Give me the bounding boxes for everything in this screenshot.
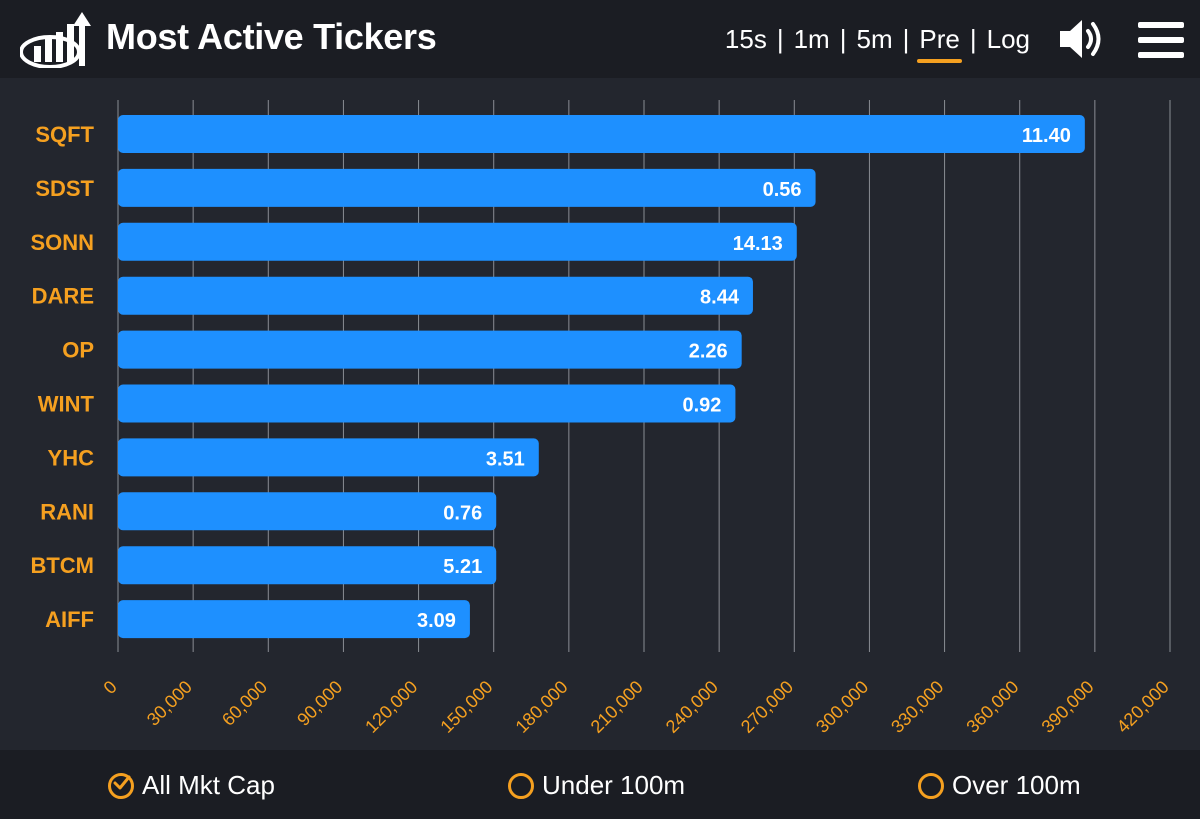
header-bar: Most Active Tickers 15s | 1m | 5m | Pre … bbox=[0, 0, 1200, 78]
bar-data-label: 0.92 bbox=[682, 395, 721, 417]
x-tick-label: 360,000 bbox=[962, 677, 1022, 737]
range-separator: | bbox=[776, 24, 784, 54]
bar-data-label: 3.09 bbox=[417, 610, 456, 632]
filter-label: Over 100m bbox=[952, 770, 1081, 800]
range-separator: | bbox=[969, 24, 977, 54]
x-tick-label: 180,000 bbox=[512, 677, 572, 737]
bar-data-label: 0.76 bbox=[443, 502, 482, 524]
radio-circle-icon bbox=[508, 772, 534, 799]
range-pre[interactable]: Pre bbox=[917, 24, 963, 63]
range-5m[interactable]: 5m bbox=[856, 24, 893, 54]
page-title: Most Active Tickers bbox=[106, 16, 437, 57]
bar bbox=[118, 168, 816, 207]
bar bbox=[118, 115, 1085, 153]
bar bbox=[118, 546, 497, 585]
range-separator: | bbox=[839, 24, 847, 54]
hamburger-menu-icon[interactable] bbox=[1138, 20, 1184, 60]
x-tick-label: 30,000 bbox=[143, 677, 196, 730]
bar-data-label: 0.56 bbox=[763, 179, 802, 201]
filter-all-mkt-cap[interactable]: All Mkt Cap bbox=[108, 770, 275, 801]
range-1m[interactable]: 1m bbox=[793, 24, 830, 54]
filter-over-100m[interactable]: Over 100m bbox=[918, 770, 1081, 801]
bar bbox=[118, 600, 470, 639]
x-tick-label: 300,000 bbox=[812, 677, 872, 737]
category-label: AIFF bbox=[45, 607, 94, 632]
bar bbox=[118, 276, 753, 315]
filter-under-100m[interactable]: Under 100m bbox=[508, 770, 685, 801]
category-label: SDST bbox=[35, 176, 94, 201]
time-range-selector: 15s | 1m | 5m | Pre | Log bbox=[723, 24, 1032, 63]
bar-data-label: 2.26 bbox=[689, 341, 728, 363]
category-label: RANI bbox=[40, 499, 94, 524]
category-label: YHC bbox=[48, 445, 95, 470]
bar bbox=[118, 222, 797, 261]
x-tick-label: 0 bbox=[100, 677, 121, 698]
x-tick-label: 390,000 bbox=[1038, 677, 1098, 737]
filter-label: All Mkt Cap bbox=[142, 770, 275, 800]
x-tick-label: 240,000 bbox=[662, 677, 722, 737]
bar-data-label: 3.51 bbox=[486, 448, 525, 470]
category-label: SQFT bbox=[35, 122, 94, 147]
category-label: DARE bbox=[32, 284, 94, 309]
bar-data-label: 8.44 bbox=[700, 287, 740, 309]
bar-chart: SQFT 11.40 SDST 0.56 SONN 14.13 DARE 8.44 OP 2.26… bbox=[30, 100, 1173, 737]
bar-data-label: 14.13 bbox=[733, 233, 783, 255]
bar bbox=[118, 330, 742, 369]
category-label: SONN bbox=[30, 230, 94, 255]
speaker-icon[interactable] bbox=[1058, 16, 1108, 62]
range-15s[interactable]: 15s bbox=[724, 24, 767, 54]
x-tick-label: 120,000 bbox=[361, 677, 421, 737]
x-tick-label: 60,000 bbox=[218, 677, 271, 730]
x-tick-label: 90,000 bbox=[293, 677, 346, 730]
logo-icon bbox=[20, 12, 91, 68]
x-tick-label: 210,000 bbox=[587, 677, 647, 737]
category-label: OP bbox=[62, 338, 94, 363]
bar bbox=[118, 438, 539, 477]
x-tick-label: 420,000 bbox=[1113, 677, 1173, 737]
checkmark-circle-icon bbox=[108, 772, 134, 799]
x-tick-label: 330,000 bbox=[887, 677, 947, 737]
bar-data-label: 5.21 bbox=[443, 556, 482, 578]
radio-circle-icon bbox=[918, 772, 944, 799]
category-label: BTCM bbox=[30, 553, 94, 578]
bar bbox=[118, 492, 497, 531]
x-tick-label: 270,000 bbox=[737, 677, 797, 737]
range-separator: | bbox=[902, 24, 910, 54]
x-tick-label: 150,000 bbox=[436, 677, 496, 737]
category-label: WINT bbox=[38, 392, 95, 417]
bar-data-label: 11.40 bbox=[1022, 125, 1071, 147]
range-log[interactable]: Log bbox=[986, 24, 1030, 54]
footer-filters: All Mkt Cap Under 100m Over 100m bbox=[0, 750, 1200, 819]
bar-chart-area: SQFT 11.40 SDST 0.56 SONN 14.13 DARE 8.44 OP 2.26… bbox=[0, 78, 1200, 750]
bar bbox=[118, 384, 736, 423]
filter-label: Under 100m bbox=[542, 770, 686, 800]
